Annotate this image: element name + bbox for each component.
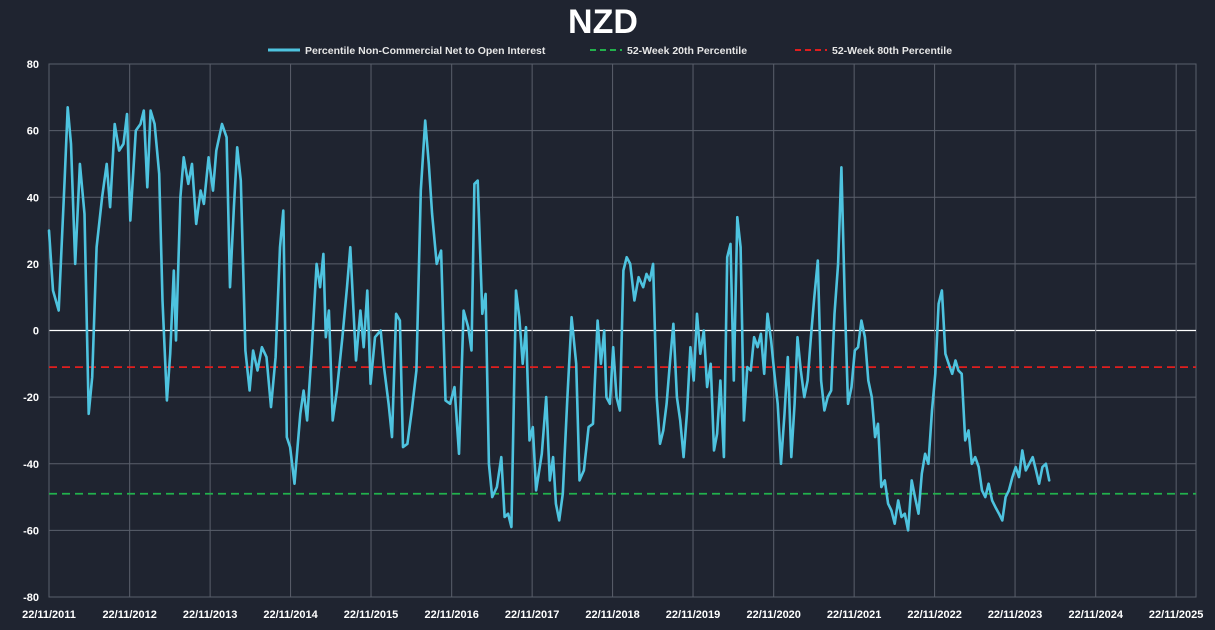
x-axis: 22/11/2011 22/11/2012 22/11/2013 22/11/2014… [22,609,1203,621]
legend-item: 52-Week 20th Percentile [590,45,747,57]
x-tick-label: 22/11/2018 [585,609,639,621]
legend-item: 52-Week 80th Percentile [795,45,952,57]
x-tick-label: 22/11/2021 [827,609,881,621]
series-layer [47,106,1051,532]
y-tick-label: 20 [27,259,39,271]
x-tick-label: 22/11/2020 [746,609,800,621]
y-tick-label: 80 [27,59,39,71]
x-tick-label: 22/11/2024 [1068,609,1123,621]
y-tick-label: -20 [23,392,39,404]
x-tick-label: 22/11/2013 [183,609,237,621]
reference-lines [49,366,1196,495]
x-tick-label: 22/11/2015 [344,609,398,621]
legend-label: Percentile Non-Commercial Net to Open In… [305,45,546,57]
y-tick-label: 60 [27,126,39,138]
x-tick-label: 22/11/2025 [1149,609,1203,621]
y-tick-label: -40 [23,459,39,471]
x-tick-label: 22/11/2019 [666,609,720,621]
x-tick-label: 22/11/2011 [22,609,76,621]
y-axis: 80 60 40 20 0 -20 -40 -60 -80 [23,59,39,604]
legend-label: 52-Week 80th Percentile [832,45,952,57]
y-tick-label: 40 [27,192,39,204]
series-line-percentile [47,106,1051,532]
x-tick-label: 22/11/2016 [424,609,478,621]
legend-label: 52-Week 20th Percentile [627,45,747,57]
grid [48,63,1197,598]
x-tick-label: 22/11/2017 [505,609,559,621]
x-tick-label: 22/11/2012 [102,609,156,621]
y-tick-label: -80 [23,592,39,604]
x-tick-label: 22/11/2014 [263,609,318,621]
x-tick-label: 22/11/2022 [907,609,961,621]
legend-item: Percentile Non-Commercial Net to Open In… [268,45,546,57]
x-tick-label: 22/11/2023 [988,609,1042,621]
chart-title: NZD [568,3,638,41]
y-tick-label: 0 [33,326,39,338]
legend: Percentile Non-Commercial Net to Open In… [268,45,952,57]
y-tick-label: -60 [23,525,39,537]
